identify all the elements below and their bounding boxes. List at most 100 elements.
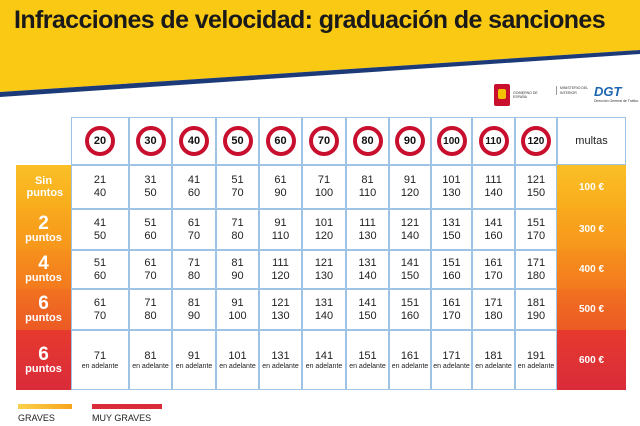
fine-amount: 300 € xyxy=(578,224,605,235)
speed-range-cell: 161 170 xyxy=(472,250,515,289)
speed-range-cell: 141 en adelante xyxy=(302,330,346,390)
speed-range-cell: 141 150 xyxy=(389,250,431,289)
speed-range-to: 80 xyxy=(144,309,157,322)
speed-range-to: 80 xyxy=(231,229,244,242)
speed-limit-sign-icon: 100 xyxy=(436,126,467,156)
speed-range-to: en adelante xyxy=(305,362,343,370)
limit-header-20: 20 xyxy=(71,117,129,165)
speed-range-to: 50 xyxy=(144,187,157,199)
speed-range-to: en adelante xyxy=(349,362,386,370)
dgt-subtitle: Dirección General de Tráfico xyxy=(594,99,639,103)
navy-stripe xyxy=(0,50,640,97)
speed-range-to: 140 xyxy=(484,187,503,199)
fine-cell: 400 € xyxy=(557,250,626,289)
speed-range-cell: 111 140 xyxy=(472,165,515,209)
speed-range-to: 120 xyxy=(400,187,420,199)
limit-header-60: 60 xyxy=(259,117,302,165)
legend-graves-label: GRAVES xyxy=(18,413,55,423)
fine-amount: 500 € xyxy=(578,304,605,315)
speed-range-cell: 91 100 xyxy=(216,289,259,330)
speed-range-cell: 91 110 xyxy=(259,209,302,250)
speed-range-to: 140 xyxy=(400,229,420,242)
speed-range-cell: 71 en adelante xyxy=(71,330,129,390)
speed-range-to: 120 xyxy=(314,229,334,242)
speed-range-cell: 131 140 xyxy=(302,289,346,330)
speed-range-from: 131 xyxy=(358,256,377,269)
legend-muy-graves-bar xyxy=(92,404,162,409)
speed-range-cell: 131 140 xyxy=(346,250,389,289)
speed-range-cell: 41 60 xyxy=(172,165,216,209)
limit-header-30: 30 xyxy=(129,117,172,165)
row-label: 6 puntos xyxy=(16,330,71,390)
speed-range-cell: 101 130 xyxy=(431,165,472,209)
speed-range-cell: 51 60 xyxy=(71,250,129,289)
row-label-text: puntos xyxy=(25,232,62,244)
speed-range-to: en adelante xyxy=(132,362,169,370)
speed-range-from: 91 xyxy=(187,349,201,362)
speed-range-to: 130 xyxy=(314,269,334,282)
coat-of-arms-icon xyxy=(494,84,510,106)
speed-range-from: 81 xyxy=(144,349,157,362)
speed-range-cell: 121 130 xyxy=(259,289,302,330)
speed-range-to: 70 xyxy=(144,269,157,282)
gobierno-logo: GOBIERNO DE ESPAÑA xyxy=(494,84,551,106)
speed-range-from: 121 xyxy=(526,174,546,186)
speed-range-to: 60 xyxy=(93,269,107,282)
speed-range-from: 191 xyxy=(526,349,546,362)
speed-range-to: 120 xyxy=(271,269,290,282)
speed-range-cell: 71 80 xyxy=(216,209,259,250)
speed-limit-sign-icon: 60 xyxy=(265,126,296,156)
speed-range-from: 151 xyxy=(400,296,420,309)
legend-graves-bar xyxy=(18,404,72,409)
row-label-number: 2 xyxy=(38,213,49,234)
speed-range-to: en adelante xyxy=(175,362,213,370)
speed-range-cell: 161 170 xyxy=(431,289,472,330)
row-label-text: puntos xyxy=(25,362,62,375)
speed-range-cell: 91 en adelante xyxy=(172,330,216,390)
speed-range-from: 111 xyxy=(359,216,376,229)
fine-cell: 300 € xyxy=(557,209,626,250)
speed-range-from: 121 xyxy=(400,216,420,229)
speed-range-from: 181 xyxy=(526,296,546,309)
fine-amount: 400 € xyxy=(578,264,605,275)
speed-range-from: 161 xyxy=(442,296,461,309)
speed-range-to: 110 xyxy=(271,229,290,242)
speed-range-to: en adelante xyxy=(262,362,299,370)
speed-range-from: 121 xyxy=(271,296,290,309)
speed-range-from: 141 xyxy=(484,216,503,229)
speed-limit-sign-icon: 30 xyxy=(135,126,166,156)
speed-range-to: 110 xyxy=(358,187,377,199)
speed-range-to: 90 xyxy=(187,309,201,322)
speed-range-cell: 181 en adelante xyxy=(472,330,515,390)
speed-range-from: 81 xyxy=(187,296,201,309)
speed-range-cell: 151 160 xyxy=(389,289,431,330)
speed-range-to: 160 xyxy=(484,229,503,242)
speed-range-to: 150 xyxy=(400,269,420,282)
limit-header-40: 40 xyxy=(172,117,216,165)
speed-range-from: 51 xyxy=(144,216,157,229)
speed-range-cell: 181 190 xyxy=(515,289,557,330)
row-label: 4 puntos xyxy=(16,250,71,289)
speed-limit-sign-icon: 70 xyxy=(309,126,339,156)
speed-range-cell: 161 en adelante xyxy=(389,330,431,390)
speed-range-to: 170 xyxy=(442,309,461,322)
speed-range-to: 150 xyxy=(442,229,461,242)
speed-range-cell: 111 130 xyxy=(346,209,389,250)
speed-range-cell: 31 50 xyxy=(129,165,172,209)
speed-range-from: 71 xyxy=(93,349,107,362)
speed-range-cell: 21 40 xyxy=(71,165,129,209)
row-label-text: puntos xyxy=(25,272,62,284)
speed-range-from: 81 xyxy=(231,256,244,269)
speed-range-from: 131 xyxy=(271,349,290,362)
speed-range-cell: 171 180 xyxy=(472,289,515,330)
speed-range-from: 21 xyxy=(93,174,107,186)
speed-range-to: 160 xyxy=(400,309,420,322)
speed-range-to: 90 xyxy=(231,269,244,282)
dgt-wordmark: DGT xyxy=(594,84,622,99)
speed-range-from: 91 xyxy=(403,174,417,186)
speed-range-cell: 81 90 xyxy=(216,250,259,289)
speed-range-cell: 191 en adelante xyxy=(515,330,557,390)
multas-header-label: multas xyxy=(575,135,608,147)
limit-header-80: 80 xyxy=(346,117,389,165)
speed-limit-sign-icon: 40 xyxy=(179,126,209,156)
